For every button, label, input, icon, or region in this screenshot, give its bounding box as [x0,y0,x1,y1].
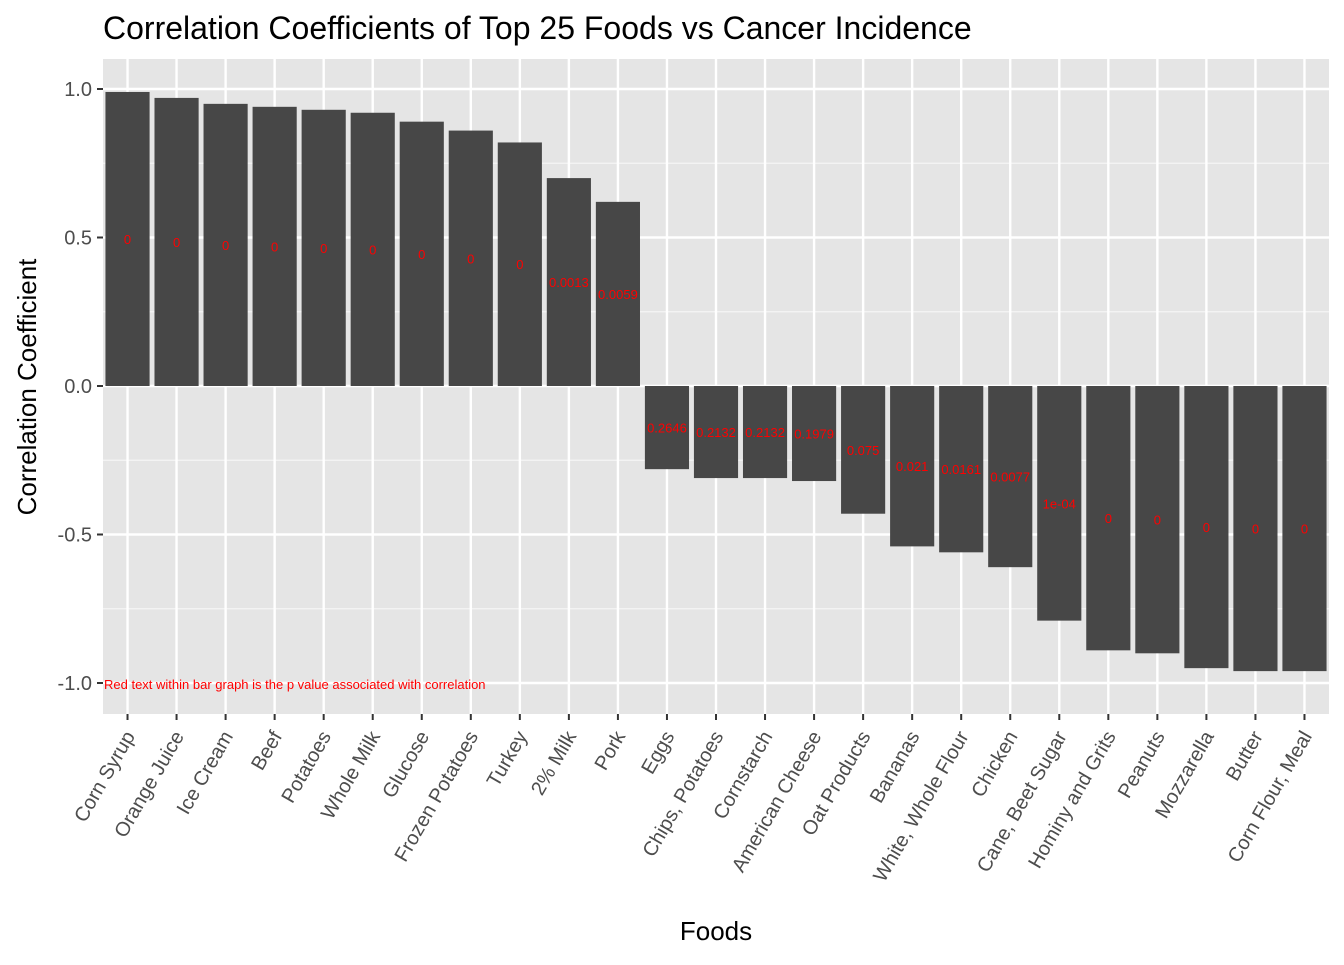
bar [1233,386,1278,672]
bar [890,386,935,547]
p-value-label: 0.0059 [598,287,638,302]
y-tick-label: -1.0 [58,673,92,695]
x-tick-label: Butter [1222,727,1268,785]
p-value-label: 0 [369,242,376,257]
bar [546,178,591,386]
p-value-label: 0.2132 [696,425,736,440]
bars [105,91,1327,672]
y-axis-label: Correlation Coefficient [12,258,42,516]
p-value-labels: 0 0 0 0 0 0 0 0 0 0.0013 0.0059 0.2646 0.2132 0.2132 0… [124,232,1308,537]
bar [203,103,248,386]
p-value-label: 0 [418,247,425,262]
bar [252,106,297,386]
y-tick-label: -0.5 [58,525,92,547]
y-tick-label: 1.0 [64,79,92,101]
p-value-label: 0 [1154,513,1161,528]
chart-title: Correlation Coefficients of Top 25 Foods… [103,10,972,46]
p-value-label: 0 [1105,511,1112,526]
p-value-label: 0 [1203,520,1210,535]
bar [595,201,640,386]
p-value-label: 0 [173,235,180,250]
bar [988,386,1033,568]
p-value-label: 0 [516,257,523,272]
bar [742,386,788,479]
bar [154,97,199,386]
p-value-label: 0.075 [847,443,880,458]
x-tick-label: Glucose [378,728,434,803]
bar [1086,386,1131,651]
x-tick-label: Chicken [967,728,1022,802]
bar [350,112,395,386]
p-value-label: 0.0013 [549,275,589,290]
p-value-label: 0.021 [896,459,929,474]
x-tick-label: Eggs [637,728,679,778]
p-value-label: 0.1979 [794,427,834,442]
p-value-label: 0.0077 [990,470,1030,485]
bar [301,109,346,386]
p-value-label: 0 [1252,522,1259,537]
bar [1282,386,1327,672]
p-value-label: 0 [124,232,131,247]
bar [1135,386,1180,654]
x-tick-label: American Cheese [728,728,827,877]
bar [1037,386,1082,621]
bar [792,386,837,482]
p-value-annotation: Red text within bar graph is the p value… [104,677,486,692]
y-tick-label: 0.5 [64,228,92,250]
x-tick-label: Cane, Beet Sugar [973,727,1072,876]
p-value-label: 1e-04 [1043,496,1076,511]
bar [693,386,739,479]
x-tick-label: Hominy and Grits [1024,728,1120,873]
x-tick-label: 2% Milk [527,727,582,799]
bar [1184,386,1229,669]
bar [105,91,150,386]
bar [644,386,690,470]
p-value-label: 0 [271,239,278,254]
p-value-label: 0.0161 [941,462,981,477]
p-value-label: 0 [222,238,229,253]
x-axis-label: Foods [680,916,752,946]
x-tick-label: Pork [591,727,631,774]
bar [497,142,542,386]
x-tick-label: Peanuts [1114,728,1170,803]
p-value-label: 0 [467,251,474,266]
y-tick-label: 0.0 [64,376,92,398]
p-value-label: 0 [1301,522,1308,537]
p-value-label: 0.2132 [745,425,785,440]
bar [939,386,984,553]
bar [841,386,886,514]
x-tick-label: Turkey [483,728,532,791]
bar [448,130,493,386]
p-value-label: 0 [320,241,327,256]
bar [399,121,444,387]
y-axis: 1.0 0.5 0.0 -0.5 -1.0 [58,79,103,695]
x-tick-label: Beef [247,727,287,774]
p-value-label: 0.2646 [647,421,687,436]
